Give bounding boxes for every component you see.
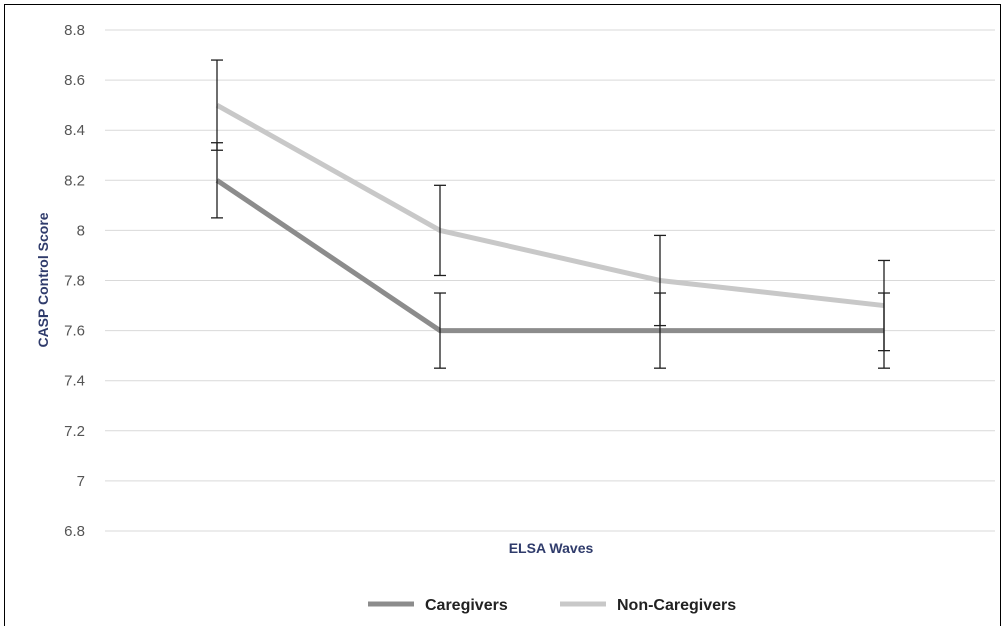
y-tick-label: 8: [77, 222, 85, 239]
y-tick-label: 6.8: [64, 523, 85, 540]
y-tick-label: 7.8: [64, 273, 85, 290]
error-bar: [654, 234, 666, 327]
legend-label: Caregivers: [425, 597, 508, 614]
y-tick-label: 8.8: [64, 22, 85, 39]
error-bar: [211, 59, 223, 151]
y-tick-label: 8.4: [64, 122, 85, 139]
gridlines: [105, 29, 995, 532]
series-line: [215, 102, 885, 309]
y-axis-ticks: 6.8 7 7.2 7.4 7.6 7.8 8 8.2 8.4 8.6 8.8: [64, 22, 85, 540]
y-tick-label: 7.2: [64, 423, 85, 440]
chart-frame: [4, 4, 1001, 626]
y-tick-label: 8.6: [64, 72, 85, 89]
legend-label: Non-Caregivers: [617, 597, 736, 614]
x-axis-title: ELSA Waves: [509, 540, 594, 556]
y-axis-title: CASP Control Score: [35, 212, 51, 347]
legend-item: Non-Caregivers: [560, 597, 736, 614]
error-bar: [434, 292, 446, 369]
error-bar: [434, 184, 446, 277]
y-tick-label: 7.4: [64, 373, 85, 390]
y-tick-label: 7.6: [64, 323, 85, 340]
series-lines: [215, 102, 885, 334]
y-tick-label: 7: [77, 473, 85, 490]
legend-item: Caregivers: [368, 597, 508, 614]
legend: Caregivers Non-Caregivers: [368, 597, 736, 614]
series-line: [215, 178, 884, 334]
error-bars: [211, 59, 890, 369]
y-tick-label: 8.2: [64, 172, 85, 189]
error-bar: [878, 259, 890, 352]
